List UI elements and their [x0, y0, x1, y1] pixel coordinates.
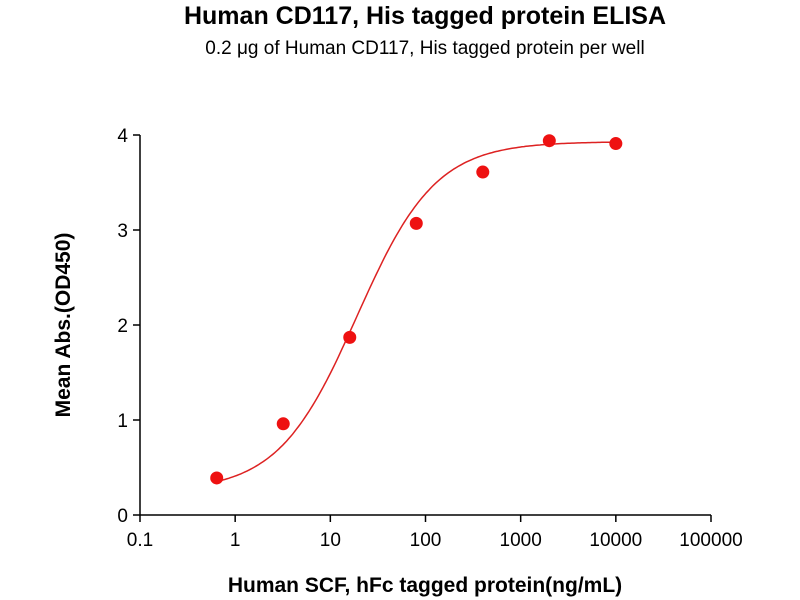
y-tick-label: 1	[117, 411, 128, 432]
x-axis-label: Human SCF, hFc tagged protein(ng/mL)	[228, 574, 622, 597]
y-tick-label: 4	[117, 126, 128, 147]
fit-curve	[216, 141, 616, 483]
y-tick-label: 3	[117, 221, 128, 242]
data-point	[343, 330, 357, 344]
y-tick-label: 0	[117, 506, 128, 527]
data-point	[210, 471, 224, 485]
y-axis-label: Mean Abs.(OD450)	[52, 233, 75, 418]
x-tick-label: 10	[320, 530, 341, 551]
data-point	[542, 134, 556, 148]
chart-subtitle: 0.2 μg of Human CD117, His tagged protei…	[205, 38, 645, 59]
x-tick-label: 10000	[589, 530, 642, 551]
x-tick-label: 1	[230, 530, 241, 551]
x-tick-label: 100000	[679, 530, 742, 551]
chart-title: Human CD117, His tagged protein ELISA	[183, 2, 667, 30]
x-tick-label: 100	[410, 530, 442, 551]
y-tick-label: 2	[117, 316, 128, 337]
x-tick-label: 0.1	[127, 530, 153, 551]
data-point	[609, 137, 623, 151]
data-point	[409, 216, 423, 230]
data-point	[276, 417, 290, 431]
data-point	[476, 165, 490, 179]
x-tick-label: 1000	[500, 530, 542, 551]
